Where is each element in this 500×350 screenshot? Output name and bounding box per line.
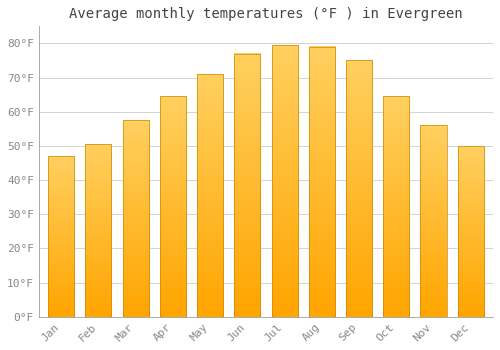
Bar — [234, 54, 260, 317]
Bar — [86, 144, 112, 317]
Bar — [458, 146, 483, 317]
Bar — [272, 45, 297, 317]
Bar — [197, 74, 223, 317]
Bar — [383, 96, 409, 317]
Bar — [346, 61, 372, 317]
Bar — [420, 125, 446, 317]
Bar — [122, 120, 148, 317]
Title: Average monthly temperatures (°F ) in Evergreen: Average monthly temperatures (°F ) in Ev… — [69, 7, 462, 21]
Bar — [160, 96, 186, 317]
Bar — [48, 156, 74, 317]
Bar — [308, 47, 335, 317]
